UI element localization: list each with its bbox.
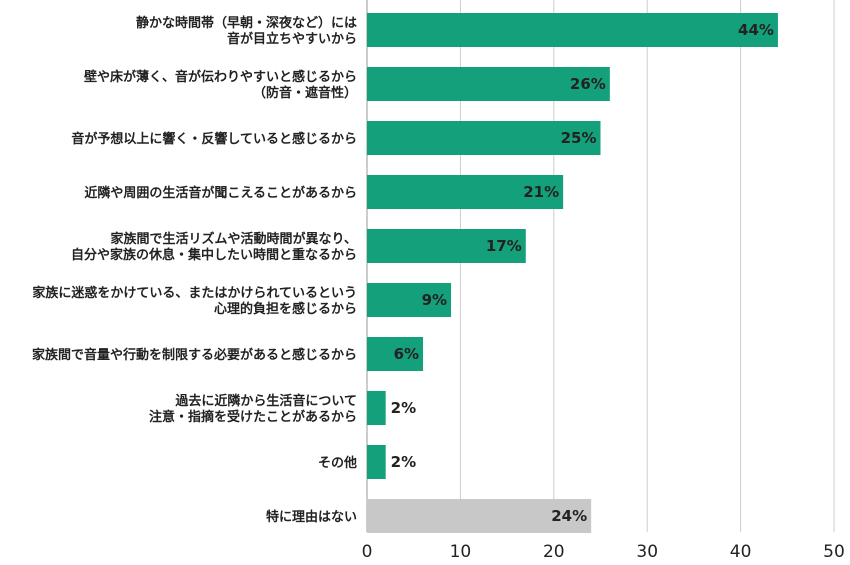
value-label-6: 6% [394,345,419,363]
value-label-3: 21% [523,183,559,201]
value-label-5: 9% [422,291,447,309]
category-label-4-0: 家族間で生活リズムや活動時間が異なり、 [111,231,357,247]
category-labels: 静かな時間帯（早朝・深夜など）には音が目立ちやすいから壁や床が薄く、音が伝わりや… [32,15,357,525]
value-label-4: 17% [486,237,522,255]
category-label-0-1: 音が目立ちやすいから [227,31,357,47]
bar-3 [367,175,564,209]
value-labels: 44% 26% 25% 21% 17% 9% 6% 2% 2% 24% [391,21,774,525]
x-tick-label-10: 10 [450,542,472,562]
value-label-1: 26% [570,75,606,93]
x-axis-ticks: 0 10 20 30 40 50 [362,542,845,562]
category-label-7-1: 注意・指摘を受けたことがあるから [149,409,357,425]
category-label-0-0: 静かな時間帯（早朝・深夜など）には [136,15,357,31]
category-label-7-0: 過去に近隣から生活音について [174,393,357,409]
value-label-2: 25% [561,129,597,147]
category-label-2-0: 音が予想以上に響く・反響していると感じるから [71,131,357,147]
x-tick-label-40: 40 [730,542,752,562]
category-label-1-0: 壁や床が薄く、音が伝わりやすいと感じるから [84,69,357,85]
bar-0 [367,13,778,47]
bar-4 [367,229,526,263]
x-tick-label-50: 50 [823,542,845,562]
bar-9 [367,499,592,533]
bar-8 [367,445,386,479]
category-label-1-1: （防音・遮音性） [253,85,357,101]
value-label-7: 2% [391,399,416,417]
category-label-6-0: 家族間で音量や行動を制限する必要があると感じるから [32,347,357,363]
bar-6 [367,337,424,371]
category-label-4-1: 自分や家族の休息・集中したい時間と重なるから [71,247,357,263]
category-label-8-0: その他 [318,455,357,471]
bar-7 [367,391,386,425]
value-label-8: 2% [391,453,416,471]
bar-2 [367,121,601,155]
x-tick-label-30: 30 [636,542,658,562]
value-label-9: 24% [551,507,587,525]
value-label-0: 44% [738,21,774,39]
category-label-5-0: 家族に迷惑をかけている、またはかけられているという [32,285,357,301]
x-tick-label-0: 0 [362,542,373,562]
bar-5 [367,283,452,317]
x-tick-label-20: 20 [543,542,565,562]
bar-1 [367,67,610,101]
category-label-3-0: 近隣や周囲の生活音が聞こえることがあるから [84,185,357,201]
category-label-9-0: 特に理由はない [266,509,357,525]
bars [367,13,778,533]
category-label-5-1: 心理的負担を感じるから [214,301,357,317]
